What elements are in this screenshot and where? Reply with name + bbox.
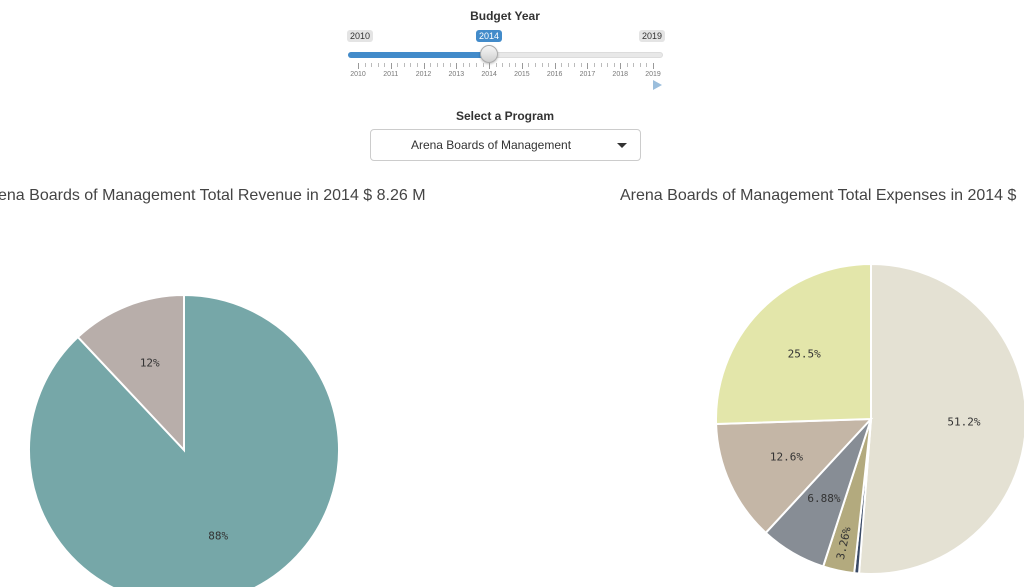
slider-tick (554, 63, 556, 69)
slider-minor-tick (574, 63, 576, 67)
slider-tick-label: 2018 (612, 71, 629, 78)
slider-minor-tick (594, 63, 595, 67)
slider-tick (587, 63, 589, 69)
slider-minor-tick (469, 63, 471, 67)
expenses-pie-slice[interactable] (715, 262, 872, 426)
budget-year-label: Budget Year (470, 9, 540, 23)
slider-minor-tick (548, 63, 550, 67)
expenses-slice-label: 51.2% (947, 416, 980, 429)
slider-minor-tick (371, 63, 373, 67)
slider-tick (489, 63, 491, 69)
expenses-slice-label: 6.88% (807, 492, 840, 505)
revenue-chart-title: Arena Boards of Management Total Revenue… (0, 187, 426, 204)
slider-tick-label: 2013 (448, 71, 465, 78)
slider-minor-tick (613, 63, 615, 67)
revenue-pie-slice[interactable] (76, 293, 185, 453)
slider-minor-tick (639, 63, 641, 67)
slider-minor-tick (515, 63, 517, 67)
slider-minor-tick (410, 63, 412, 67)
program-select[interactable]: Arena Boards of Management (370, 129, 641, 161)
slider-tick (653, 63, 654, 69)
slider-minor-tick (561, 63, 563, 67)
slider-handle[interactable] (480, 45, 499, 63)
expenses-chart-title: Arena Boards of Management Total Expense… (620, 187, 1017, 204)
slider-minor-tick (397, 63, 399, 67)
slider-tick (358, 63, 359, 69)
revenue-slice-label: 12% (140, 357, 160, 370)
budget-year-slider[interactable]: 2010 2014 2019 2010 2011 2012 2013 2014 2015 2… (330, 24, 680, 94)
slider-minor-tick (384, 63, 386, 67)
slider-minor-tick (476, 63, 477, 67)
slider-value-label: 2014 (476, 30, 503, 42)
slider-tick (620, 63, 622, 69)
slider-minor-tick (417, 63, 418, 67)
slider-minor-tick (541, 63, 543, 67)
program-select-value: Arena Boards of Management (410, 138, 572, 152)
play-icon[interactable] (653, 80, 662, 90)
slider-minor-tick (443, 63, 445, 67)
slider-minor-tick (626, 63, 628, 67)
slider-minor-tick (495, 63, 497, 67)
slider-fill (348, 52, 490, 58)
slider-tick (390, 63, 392, 69)
expenses-pie-slice[interactable] (857, 262, 1024, 575)
revenue-slice-label: 88% (208, 529, 228, 542)
slider-minor-tick (600, 63, 602, 67)
slider-tick-label: 2012 (415, 71, 432, 78)
slider-minor-tick (502, 63, 504, 67)
slider-minor-tick (436, 63, 438, 67)
slider-minor-tick (482, 63, 484, 67)
slider-tick-label: 2014 (481, 71, 497, 78)
slider-minor-tick (462, 63, 464, 67)
expenses-pie-slice[interactable] (715, 417, 874, 535)
slider-tick (423, 63, 425, 69)
slider-max-label: 2019 (639, 30, 666, 42)
slider-minor-tick (528, 63, 530, 67)
slider-minor-tick (508, 63, 510, 67)
slider-minor-tick (403, 63, 405, 67)
slider-minor-tick (430, 63, 432, 67)
slider-minor-tick (567, 63, 569, 67)
slider-tick-label: 2019 (645, 71, 661, 78)
slider-minor-tick (646, 63, 648, 67)
slider-tick-label: 2015 (514, 71, 530, 78)
slider-minor-tick (580, 63, 582, 67)
chevron-down-icon (617, 143, 627, 148)
slider-tick-label: 2017 (579, 71, 596, 78)
expenses-slice-label: 12.6% (770, 451, 803, 464)
program-label: Select a Program (455, 109, 555, 123)
slider-tick-label: 2016 (546, 71, 563, 78)
slider-tick (456, 63, 458, 69)
slider-minor-tick (633, 63, 635, 67)
expenses-slice-label: 25.5% (788, 347, 821, 360)
slider-minor-tick (535, 63, 536, 67)
slider-min-label: 2010 (347, 30, 374, 42)
slider-minor-tick (607, 63, 609, 67)
slider-minor-tick (377, 63, 379, 67)
slider-tick-label: 2011 (383, 71, 399, 78)
slider-tick-label: 2010 (350, 71, 366, 78)
slider-minor-tick (364, 63, 366, 67)
slider-minor-tick (449, 63, 451, 67)
slider-tick (521, 63, 523, 69)
